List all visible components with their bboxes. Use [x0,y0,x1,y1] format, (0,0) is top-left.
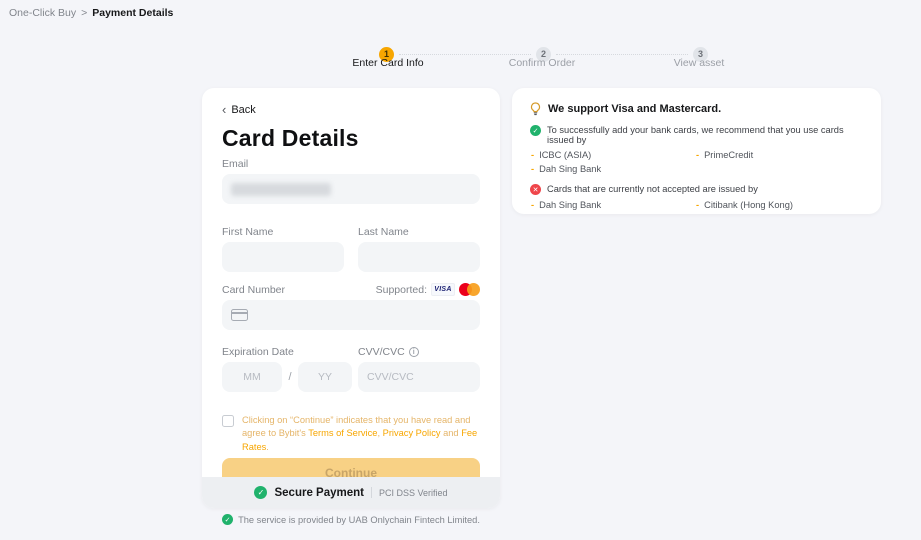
not-accepted-text: Cards that are currently not accepted ar… [547,184,758,194]
support-title: We support Visa and Mastercard. [548,103,722,115]
terms-of-service-link[interactable]: Terms of Service [308,428,378,439]
step-3-circle: 3 [693,46,708,62]
recommended-text: To successfully add your bank cards, we … [547,125,844,145]
step-2-circle: 2 [536,46,551,62]
check-circle-icon: ✓ [530,125,541,136]
bank-list-item: - ICBC (ASIA) [531,150,696,160]
secure-payment-label: Secure Payment [274,486,364,499]
divider [370,487,372,498]
last-name-field[interactable] [358,242,480,272]
step-connector [399,53,531,55]
bank-list-item: - PrimeCredit [696,150,863,160]
cvv-input[interactable] [358,362,480,392]
cross-circle-icon: ✕ [530,184,541,195]
terms-prefix: Clicking on “Continue” indicates that yo… [242,415,471,439]
chevron-left-icon: ‹ [222,102,227,117]
bank-name: ICBC (ASIA) [539,150,592,160]
cvv-label: CVV/CVC [358,346,405,358]
page-title: Card Details [222,125,359,151]
email-label: Email [222,158,249,170]
card-support-panel: We support Visa and Mastercard. ✓ To suc… [512,88,881,214]
recommended-banks-list: - ICBC (ASIA) - PrimeCredit - Dah Sing Bank [531,150,863,174]
service-provider-note: ✓ The service is provided by UAB Onlycha… [202,514,500,525]
shield-check-icon: ✓ [254,486,268,499]
expiration-date-label: Expiration Date [222,346,294,358]
bank-name: PrimeCredit [704,150,754,160]
first-name-label: First Name [222,226,274,238]
breadcrumb-separator: > [81,7,88,19]
bullet: - [696,200,700,210]
not-accepted-banks-list: - Dah Sing Bank - Citibank (Hong Kong) [531,200,863,210]
visa-logo-icon: VISA [431,283,455,296]
bullet: - [531,200,535,210]
step-3-label: View asset [673,57,725,69]
redacted-email-value [231,182,331,196]
mastercard-logo-icon [459,283,480,296]
secure-payment-bar: ✓ Secure Payment PCI DSS Verified [202,477,500,508]
expiry-separator: / [288,371,292,383]
step-connector [556,53,688,55]
breadcrumb-parent[interactable]: One-Click Buy [9,7,77,19]
bullet: - [696,150,700,160]
back-label: Back [231,104,256,116]
terms-suffix: . [266,441,269,452]
expiry-year-input[interactable] [298,362,352,392]
email-field[interactable] [222,174,480,204]
lightbulb-icon [530,102,541,116]
bank-name: Dah Sing Bank [539,200,602,210]
back-button[interactable]: ‹ Back [222,102,256,117]
breadcrumb: One-Click Buy > Payment Details [9,7,173,19]
credit-card-icon [231,309,248,321]
expiry-month-input[interactable] [222,362,282,392]
breadcrumb-current: Payment Details [92,7,174,19]
supported-networks: Supported: VISA [376,283,480,296]
step-1-label: Enter Card Info [352,57,424,69]
service-provider-text: The service is provided by UAB Onlychain… [238,514,480,525]
first-name-field[interactable] [222,242,344,272]
pci-dss-label: PCI DSS Verified [378,487,448,498]
terms-sep: and [440,428,462,439]
last-name-label: Last Name [358,226,409,238]
check-circle-icon: ✓ [222,514,234,525]
step-2-label: Confirm Order [508,57,576,69]
terms-checkbox[interactable] [222,415,234,427]
terms-sep: , [377,428,383,439]
supported-label: Supported: [375,283,427,296]
card-number-field[interactable] [222,300,480,330]
bank-list-item: - Dah Sing Bank [531,164,696,174]
bullet: - [531,150,535,160]
bank-name: Dah Sing Bank [539,164,602,174]
bank-list-item: - Citibank (Hong Kong) [696,200,863,210]
fee-rates-link[interactable]: Fee Rates [242,428,478,452]
bank-name: Citibank (Hong Kong) [704,200,793,210]
card-number-label: Card Number [222,283,286,296]
bank-list-item: - Dah Sing Bank [531,200,696,210]
stepper: 1 2 3 Enter Card Info Confirm Order View… [352,37,724,71]
info-icon[interactable]: i [408,347,419,357]
terms-text: Clicking on “Continue” indicates that yo… [242,414,480,454]
privacy-policy-link[interactable]: Privacy Policy [382,428,441,439]
bullet: - [531,164,535,174]
card-details-panel: ‹ Back Card Details Email First Name Las… [202,88,500,508]
step-1-circle: 1 [379,46,394,62]
